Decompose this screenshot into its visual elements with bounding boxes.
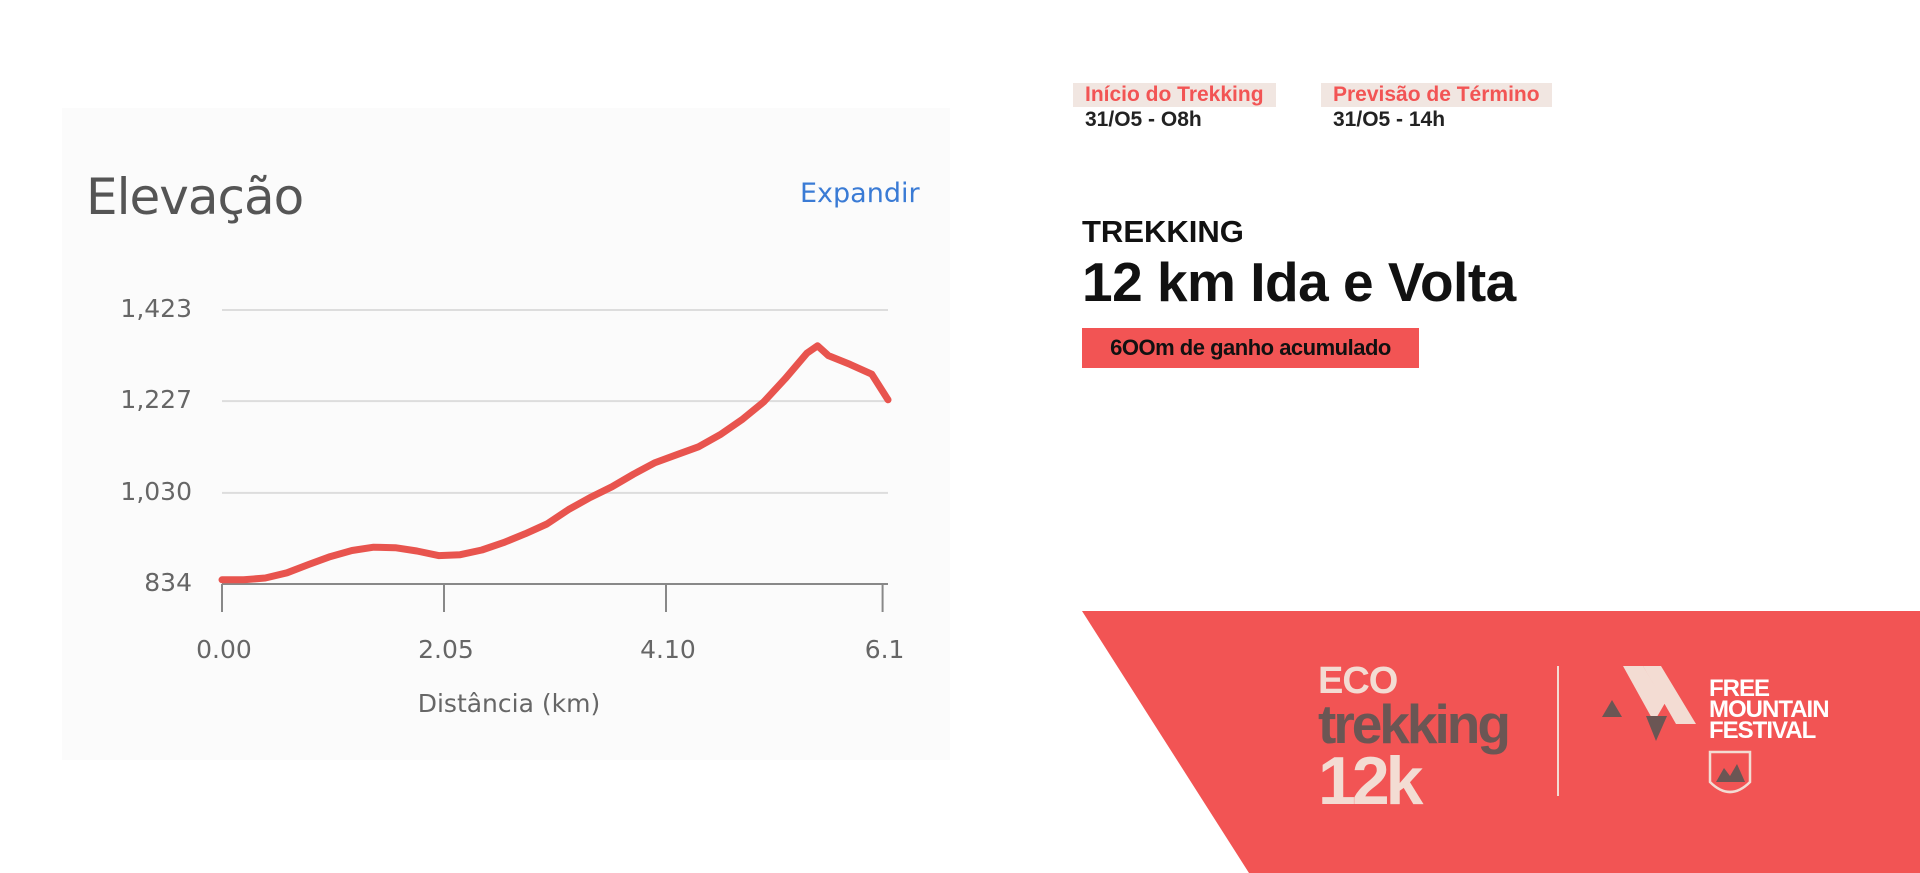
- elevation-chart: 834 1,030 1,227 1,423 0.00 2.05 4.10 6.1 Distânc…: [120, 294, 905, 718]
- start-date-label: Início do Trekking: [1073, 83, 1276, 107]
- trek-title: 12 km Ida e Volta: [1082, 251, 1516, 313]
- eco-logo-line2: trekking: [1318, 693, 1511, 755]
- x-tick-label: 6.1: [865, 635, 905, 664]
- y-tick-label: 1,030: [120, 477, 192, 506]
- festival-line3: FESTIVAL: [1709, 717, 1816, 744]
- eco-logo-line1: ECO: [1318, 660, 1398, 702]
- expand-link[interactable]: Expandir: [800, 178, 920, 209]
- x-axis-label: Distância (km): [418, 689, 600, 718]
- end-date-label: Previsão de Término: [1321, 83, 1552, 107]
- y-tick-label: 834: [144, 568, 192, 597]
- eco-trekking-logo: ECO trekking 12k: [1318, 660, 1511, 819]
- mountain-logo-icon: [1602, 666, 1696, 741]
- end-date-value: 31/O5 - 14h: [1333, 108, 1446, 131]
- trek-kicker: TREKKING: [1082, 214, 1244, 249]
- crest-icon: [1708, 750, 1752, 794]
- y-tick-label: 1,423: [120, 294, 192, 323]
- x-tick-label: 2.05: [418, 635, 474, 664]
- festival-wordmark: FREE MOUNTAIN FESTIVAL: [1709, 675, 1830, 744]
- elevation-title: Elevação: [86, 168, 304, 226]
- eco-logo-line3: 12k: [1318, 743, 1423, 819]
- festival-line2: MOUNTAIN: [1709, 696, 1830, 723]
- elevation-card: 834 1,030 1,227 1,423 0.00 2.05 4.10 6.1 Distânc…: [62, 108, 950, 760]
- x-tick-label: 0.00: [196, 635, 252, 664]
- start-date-value: 31/O5 - O8h: [1085, 108, 1202, 131]
- elevation-series-line: [218, 342, 892, 584]
- elevation-gain-badge: 6OOm de ganho acumulado: [1082, 328, 1419, 368]
- festival-line1: FREE: [1709, 675, 1770, 702]
- x-tick-label: 4.10: [640, 635, 696, 664]
- y-tick-label: 1,227: [120, 385, 192, 414]
